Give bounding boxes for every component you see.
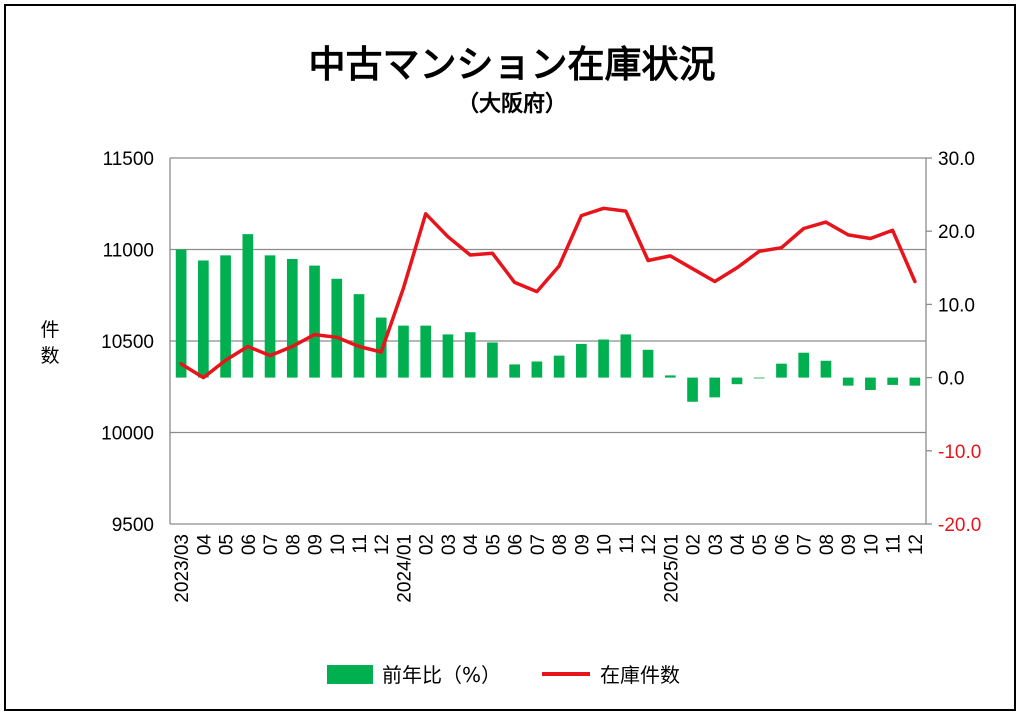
bar-yoy xyxy=(576,343,587,378)
x-tick-label: 06 xyxy=(239,534,260,555)
chart-frame xyxy=(4,4,1016,711)
line-inventory xyxy=(179,206,917,380)
x-tick-label: 12 xyxy=(639,534,660,555)
left-tick-label: 10500 xyxy=(101,332,154,353)
x-tick-label: 07 xyxy=(795,534,816,555)
chart-subtitle: （大阪府） xyxy=(456,92,567,117)
x-tick-label: 04 xyxy=(461,534,482,556)
right-tick-label: -10.0 xyxy=(938,442,981,463)
x-tick-label: 03 xyxy=(706,534,727,555)
x-tick-label: 05 xyxy=(217,534,238,555)
bar-yoy xyxy=(420,325,432,378)
y-axis-label: 件数 xyxy=(40,319,60,367)
x-tick-label: 2024/01 xyxy=(395,534,416,603)
bar-yoy xyxy=(398,325,409,378)
legend-swatch-bar xyxy=(327,665,373,684)
x-tick-label: 11 xyxy=(884,534,905,554)
x-tick-label: 06 xyxy=(506,534,527,555)
bar-yoy xyxy=(353,294,365,378)
x-tick-label: 09 xyxy=(839,534,860,555)
bar-yoy xyxy=(865,377,876,391)
bar-yoy xyxy=(731,377,743,385)
bar-yoy xyxy=(620,334,632,378)
left-tick-label: 9500 xyxy=(112,515,154,536)
bar-yoy xyxy=(664,375,676,378)
x-tick-label: 12 xyxy=(372,534,393,555)
bar-yoy xyxy=(753,377,765,379)
right-tick-label: -20.0 xyxy=(938,515,981,536)
x-tick-label: 05 xyxy=(483,534,504,555)
x-tick-label: 07 xyxy=(528,534,549,555)
x-tick-label: 03 xyxy=(439,534,460,555)
bar-yoy xyxy=(820,360,832,378)
x-tick-label: 05 xyxy=(750,534,771,555)
x-tick-label: 10 xyxy=(595,534,616,555)
bar-yoy xyxy=(509,364,520,378)
bar-yoy xyxy=(709,377,721,398)
bar-yoy xyxy=(464,332,476,378)
left-tick-label: 11000 xyxy=(103,241,154,262)
bar-yoy xyxy=(175,249,187,378)
right-tick-label: 30.0 xyxy=(938,149,975,170)
chart-title: 中古マンション在庫状況 xyxy=(308,43,716,86)
bar-yoy xyxy=(642,349,654,378)
bar-yoy xyxy=(331,278,343,378)
legend-label-bar: 前年比（%） xyxy=(382,663,501,687)
bar-yoy xyxy=(842,377,854,386)
bar-yoy xyxy=(442,334,454,378)
x-tick-label: 10 xyxy=(328,534,349,555)
x-tick-label: 07 xyxy=(261,534,282,555)
x-tick-label: 12 xyxy=(906,534,927,555)
bar-yoy xyxy=(242,234,254,378)
bar-yoy xyxy=(553,355,565,378)
left-tick-label: 10000 xyxy=(101,424,154,445)
x-tick-label: 11 xyxy=(350,534,371,554)
bar-yoy xyxy=(687,377,698,402)
bar-yoy xyxy=(487,342,498,378)
bar-yoy xyxy=(909,377,921,386)
bar-yoy xyxy=(531,361,543,378)
x-tick-label: 02 xyxy=(417,534,438,555)
x-tick-label: 09 xyxy=(572,534,593,555)
left-tick-label: 11500 xyxy=(103,149,154,170)
x-tick-label: 06 xyxy=(773,534,794,555)
bar-yoy xyxy=(309,265,320,378)
bar-yoy xyxy=(264,255,276,378)
x-tick-label: 04 xyxy=(194,534,215,556)
x-tick-label: 08 xyxy=(550,534,571,555)
bar-yoy xyxy=(220,255,231,378)
legend-label-line: 在庫件数 xyxy=(600,663,680,687)
x-tick-label: 2023/03 xyxy=(172,534,193,603)
bar-yoy xyxy=(798,352,810,378)
x-tick-label: 04 xyxy=(728,534,749,556)
bar-yoy xyxy=(198,260,209,378)
right-tick-label: 20.0 xyxy=(938,222,975,243)
x-tick-label: 09 xyxy=(306,534,327,555)
bar-yoy xyxy=(887,377,898,385)
right-tick-label: 0.0 xyxy=(938,369,964,390)
x-tick-label: 08 xyxy=(817,534,838,555)
x-tick-label: 02 xyxy=(684,534,705,555)
x-tick-label: 2025/01 xyxy=(661,534,682,603)
x-tick-label: 11 xyxy=(617,534,638,554)
x-tick-label: 08 xyxy=(283,534,304,555)
bar-yoy xyxy=(286,259,298,378)
right-tick-label: 10.0 xyxy=(938,295,975,316)
x-tick-label: 10 xyxy=(861,534,882,555)
bar-yoy xyxy=(598,339,609,378)
bar-yoy xyxy=(776,363,787,378)
